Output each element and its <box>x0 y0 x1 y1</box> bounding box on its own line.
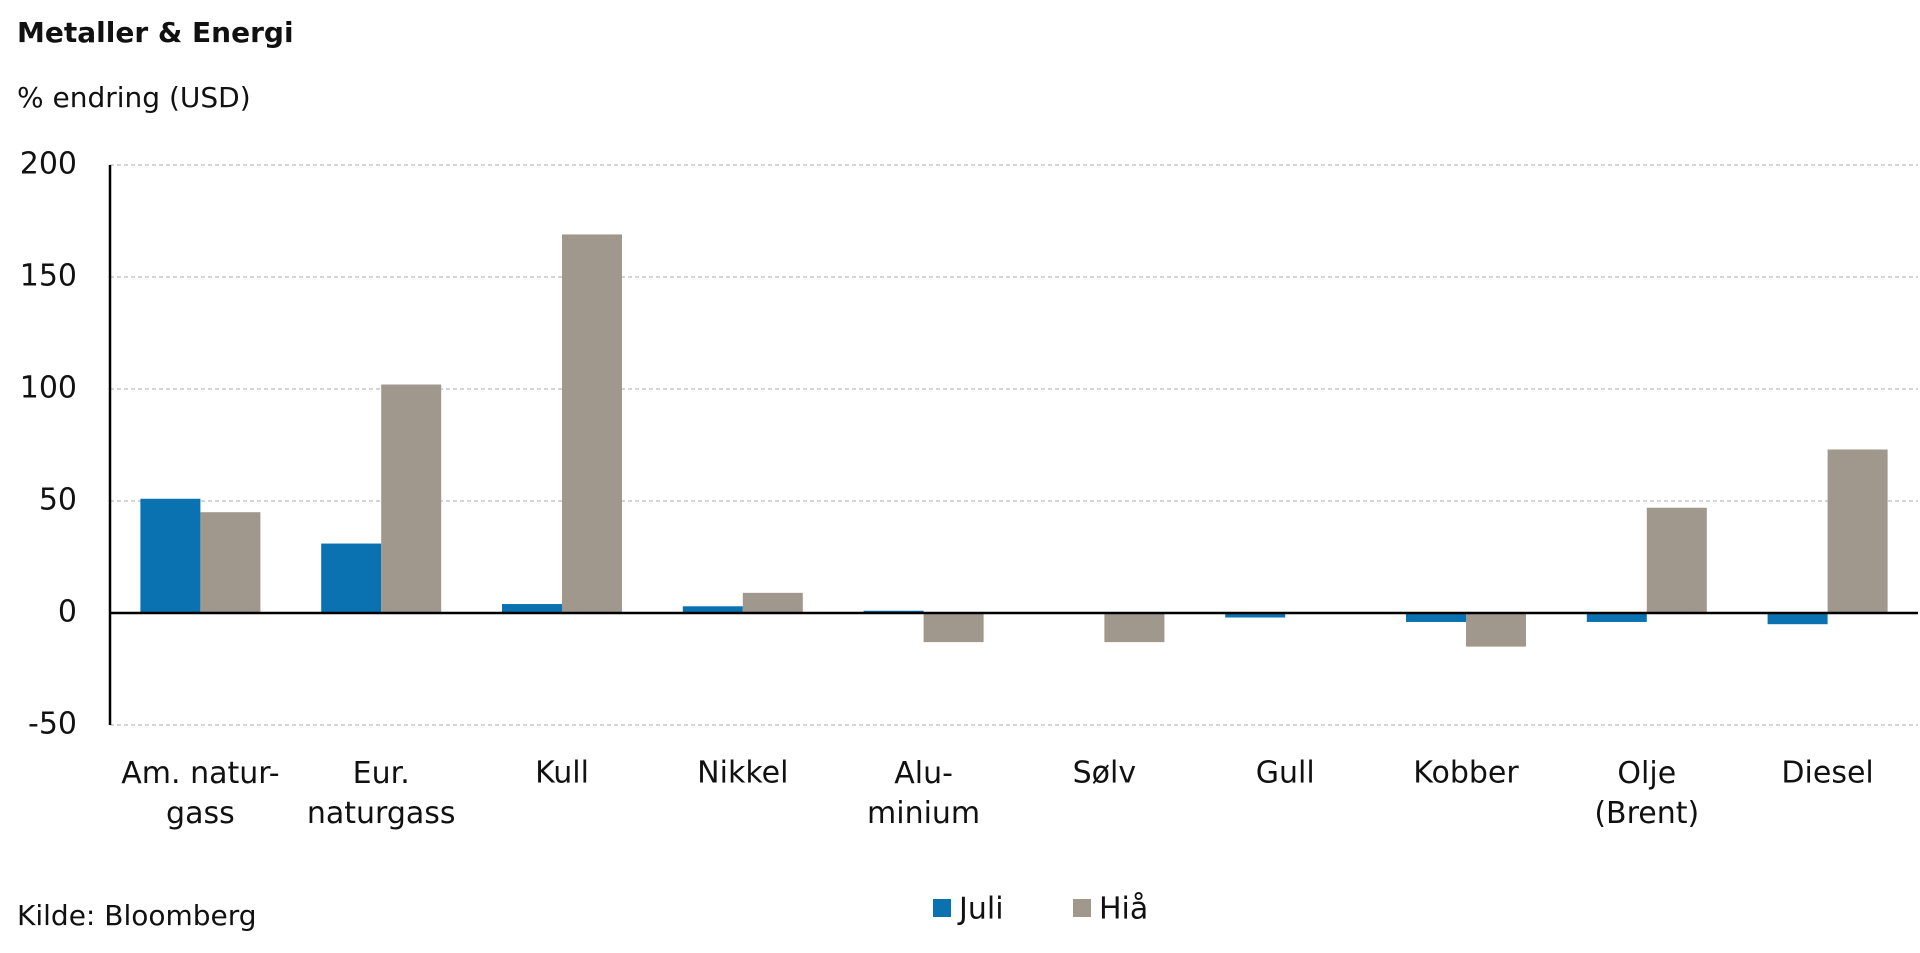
y-tick-label: 150 <box>20 259 77 294</box>
x-tick-label: Nikkel <box>697 756 788 791</box>
x-tick-label: Eur. naturgass <box>307 756 456 831</box>
bar <box>140 498 201 613</box>
y-tick-label: -50 <box>28 707 77 742</box>
bar <box>923 613 984 643</box>
legend-swatch <box>933 899 951 917</box>
x-tick-label: Diesel <box>1781 756 1873 791</box>
x-tick-label: Olje (Brent) <box>1594 756 1699 831</box>
bar <box>1406 613 1466 622</box>
chart-subtitle: % endring (USD) <box>17 81 251 114</box>
bar <box>1586 613 1647 622</box>
x-tick-label: Alu-minium <box>867 756 980 831</box>
bar <box>1466 613 1526 647</box>
y-tick-label: 100 <box>20 371 77 406</box>
source-note: Kilde: Bloomberg <box>17 899 257 932</box>
y-tick-label: 50 <box>39 483 77 518</box>
bar <box>1767 613 1828 625</box>
legend-label: Juli <box>957 892 1004 927</box>
bar <box>321 543 382 613</box>
x-tick-label: Kull <box>535 756 589 791</box>
bar <box>1646 507 1707 613</box>
bar <box>381 384 442 613</box>
bar <box>200 512 261 613</box>
bar <box>1225 613 1286 618</box>
bar <box>502 604 562 613</box>
y-tick-label: 0 <box>58 595 77 630</box>
bar <box>682 606 743 613</box>
bar <box>1827 449 1888 613</box>
x-tick-label: Sølv <box>1073 756 1137 791</box>
bar <box>1104 613 1165 643</box>
legend-label: Hiå <box>1099 892 1148 927</box>
legend-swatch <box>1073 899 1091 917</box>
x-tick-label: Am. natur-gass <box>121 756 279 831</box>
bar <box>562 234 622 613</box>
y-tick-label: 200 <box>20 147 77 182</box>
x-tick-label: Kobber <box>1413 756 1519 791</box>
chart-title: Metaller & Energi <box>17 16 294 49</box>
bar <box>742 592 803 613</box>
x-tick-label: Gull <box>1256 756 1315 791</box>
